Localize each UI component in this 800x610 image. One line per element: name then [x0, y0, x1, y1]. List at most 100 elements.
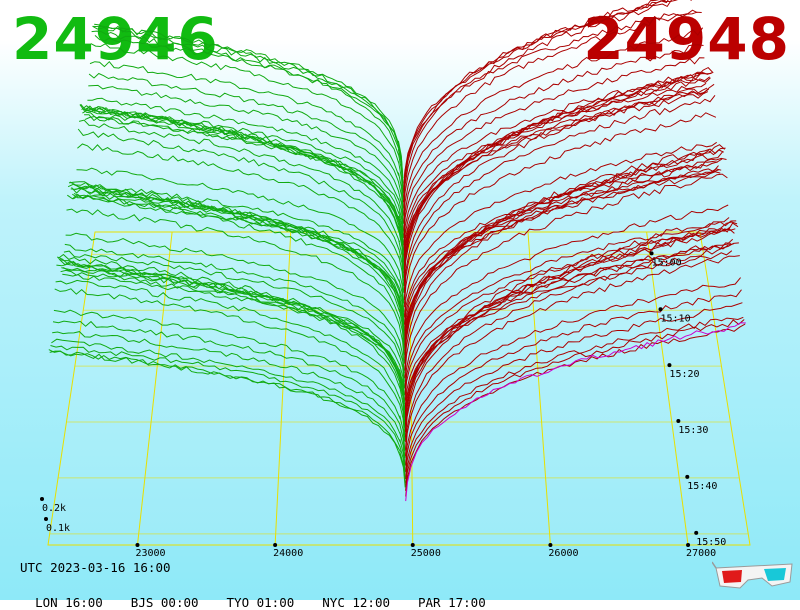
ask-depth-line [403, 44, 704, 231]
chart-floor [47, 231, 751, 546]
ask-depth-line [403, 88, 710, 266]
bid-depth-line [62, 266, 405, 396]
grid-line-x-27000 [646, 231, 689, 546]
bid-depth-line [65, 232, 405, 374]
city-time-nyc: NYC 12:00 [322, 595, 390, 610]
time-tick-label: 15:00 [652, 257, 682, 268]
city-time-tyo: TYO 01:00 [226, 595, 295, 610]
latest-ask-depth-line [405, 322, 746, 502]
ask-depth-line [403, 0, 692, 209]
time-tick-mark [667, 363, 672, 368]
ask-depth-line [404, 220, 737, 433]
x-tick-mark [135, 543, 140, 547]
x-tick-label: 24000 [273, 548, 303, 559]
ask-depth-line [402, 0, 678, 198]
time-tick-label: 15:10 [661, 313, 691, 324]
ask-depth-line [404, 157, 727, 371]
ask-depth-line [403, 165, 719, 332]
ask-depth-line [405, 319, 745, 491]
bid-depth-line [72, 193, 405, 332]
bid-depth-line [91, 30, 404, 194]
bid-depth-line [66, 208, 405, 364]
utc-time: UTC 2023-03-16 16:00 [20, 560, 171, 575]
bid-depth-line [92, 25, 404, 188]
time-tick-mark [676, 419, 681, 424]
ask-depth-line [404, 144, 726, 359]
bid-depth-line [88, 72, 404, 217]
ask-depth-line [403, 66, 714, 287]
x-tick-mark [686, 543, 691, 547]
bid-depth-line [63, 250, 405, 388]
bid-depth-line [67, 193, 405, 356]
grid-line-x-23000 [136, 231, 173, 546]
bid-depth-line [79, 104, 405, 270]
depth-series [48, 0, 746, 502]
x-tick-label: 27000 [686, 548, 716, 559]
time-tick-label: 15:20 [669, 369, 699, 380]
ask-depth-line [403, 94, 716, 301]
bid-depth-line [50, 345, 406, 479]
bid-depth-line [90, 43, 404, 200]
city-time-lon: LON 16:00 [35, 595, 103, 610]
bid-depth-line [68, 181, 405, 343]
bid-depth-line [75, 181, 405, 313]
ask-depth-line [405, 289, 742, 472]
volume-tick-label: 0.1k [46, 523, 70, 534]
ask-depth-line [405, 323, 746, 497]
depth-chart: 23000 24000 25000 26000 27000 15:00 15:10 15:20… [40, 0, 751, 559]
floor-outline [47, 231, 751, 546]
ask-depth-line [404, 158, 723, 348]
bid-depth-line [81, 105, 404, 262]
bid-depth-line [52, 320, 406, 459]
bid-depth-line [64, 243, 405, 382]
ask-depth-line [404, 147, 726, 365]
volume-tick-mark [40, 497, 44, 501]
grid-line-x-24000 [274, 231, 292, 546]
ask-depth-line [404, 217, 730, 396]
ask-depth-line [404, 204, 729, 389]
bid-depth-line [88, 84, 404, 225]
ask-depth-line [403, 57, 705, 239]
bid-depth-line [57, 253, 406, 417]
3d-glasses-icon[interactable] [712, 558, 796, 592]
bid-depth-line [77, 143, 405, 293]
bid-depth-line [55, 279, 406, 435]
bid-depth-line [78, 119, 405, 278]
ask-depth-line [405, 302, 743, 480]
bid-depth-line [60, 269, 406, 410]
city-time-bjs: BJS 00:00 [130, 595, 199, 610]
city-times: LON 16:00 BJS 00:00 TYO 01:00 NYC 12:00 PAR … [20, 580, 514, 610]
bid-depth-line [89, 60, 404, 209]
time-tick-label: 15:40 [687, 481, 717, 492]
x-tick-label: 25000 [411, 548, 441, 559]
bid-depth-line [52, 331, 406, 466]
time-tick-mark [694, 530, 699, 535]
bid-depth-line [94, 35, 404, 179]
ask-depth-line [403, 27, 704, 224]
ask-depth-line [404, 173, 728, 379]
bid-depth-line [84, 114, 404, 253]
bid-depth-line [57, 256, 406, 423]
bid-depth-line [48, 349, 406, 488]
bid-depth-line [67, 183, 405, 349]
ask-depth-line [403, 76, 711, 269]
x-tick-mark [410, 543, 415, 547]
volume-tick-label: 0.2k [42, 503, 66, 514]
bid-depth-line [87, 97, 404, 232]
bid-depth-line [86, 106, 404, 238]
ask-depth-line [404, 242, 739, 451]
bid-depth-line [85, 111, 404, 244]
bid-depth-line [94, 23, 404, 179]
x-tick-label: 26000 [548, 548, 578, 559]
ask-depth-line [403, 83, 715, 293]
bid-depth-line [56, 263, 406, 428]
ask-depth-line [404, 277, 741, 466]
bid-depth-line [83, 105, 404, 254]
time-tick-label: 15:30 [678, 425, 708, 436]
bid-depth-line [54, 288, 406, 442]
time-tick-mark [685, 474, 690, 479]
ask-depth-line [403, 82, 707, 252]
bid-depth-line [76, 167, 405, 304]
ask-depth-line [403, 11, 702, 215]
ask-depth-line [404, 228, 736, 429]
